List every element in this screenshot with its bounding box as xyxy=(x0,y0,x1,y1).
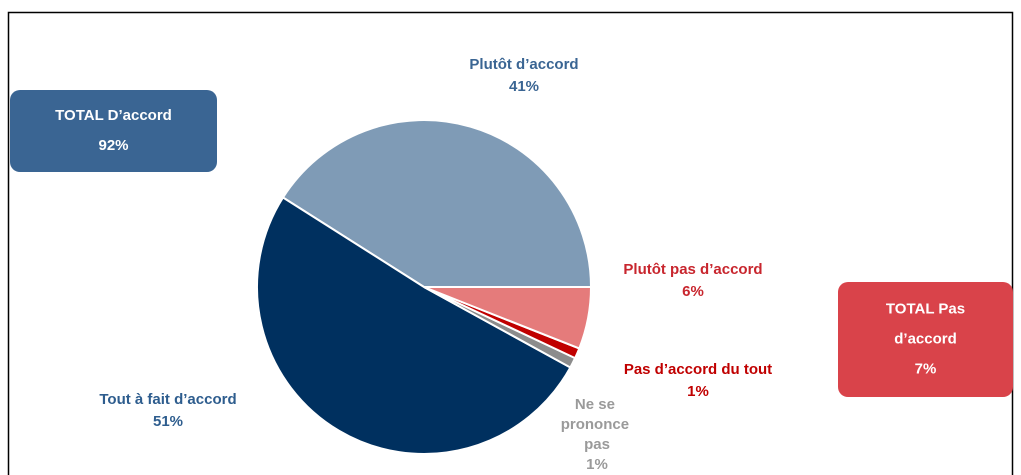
total-value: 92% xyxy=(98,137,128,154)
total-label: TOTAL Pas xyxy=(886,300,965,317)
slice-label: Plutôt pas d’accord xyxy=(623,261,762,278)
slice-value-label: 51% xyxy=(153,413,183,430)
pie-slice xyxy=(256,196,572,455)
slice-label: Ne se prononce pas xyxy=(561,396,634,453)
total-box xyxy=(838,282,1013,397)
slice-value-label: 6% xyxy=(682,283,704,300)
slice-label: Tout à fait d’accord xyxy=(99,391,236,408)
slice-value-label: 1% xyxy=(687,383,709,400)
total-value: 7% xyxy=(915,360,937,377)
slice-value-label: 41% xyxy=(509,78,539,95)
pie-slice xyxy=(423,286,593,350)
total-box xyxy=(10,90,217,172)
total-label: TOTAL D’accord xyxy=(55,107,172,124)
frame xyxy=(7,11,1014,475)
slice-label: Plutôt d’accord xyxy=(469,56,578,73)
slice-label: Pas d’accord du tout xyxy=(624,361,772,378)
slice-value-label: 1% xyxy=(586,456,608,473)
total-label: d’accord xyxy=(894,330,957,347)
